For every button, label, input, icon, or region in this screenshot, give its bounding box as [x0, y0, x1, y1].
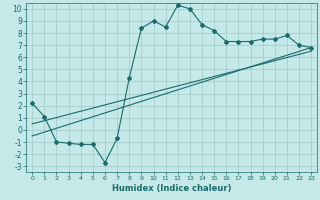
X-axis label: Humidex (Indice chaleur): Humidex (Indice chaleur)	[112, 184, 231, 193]
